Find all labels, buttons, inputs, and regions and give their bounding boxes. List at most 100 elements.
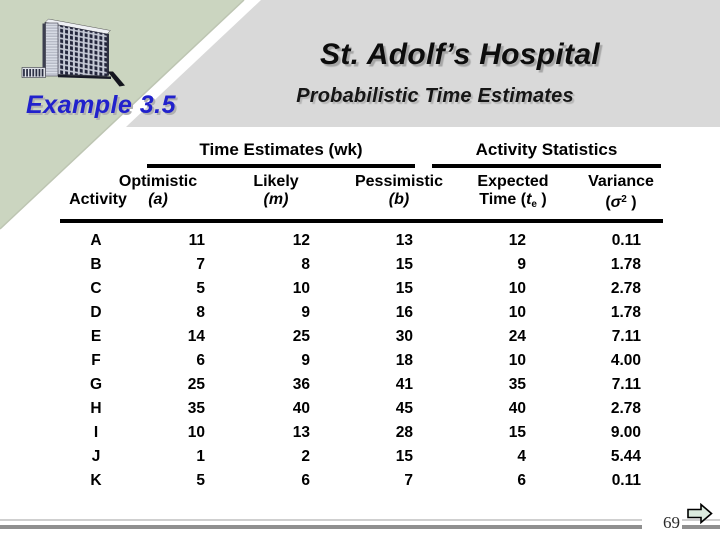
table-cell: 0.11 bbox=[611, 232, 641, 249]
table-cell: 7.11 bbox=[611, 376, 641, 393]
table-cell: C bbox=[90, 280, 102, 297]
hospital-building-icon bbox=[21, 18, 125, 87]
table-cell: 13 bbox=[292, 424, 310, 441]
table-cell: 1.78 bbox=[610, 256, 641, 273]
table-cell: D bbox=[90, 304, 102, 321]
table-cell: 6 bbox=[301, 472, 310, 489]
table-cell: 15 bbox=[395, 448, 413, 465]
table-cell: 10 bbox=[508, 304, 526, 321]
col-header-line: (a) bbox=[148, 191, 168, 208]
table-cell: 8 bbox=[196, 304, 205, 321]
table-cell: 1 bbox=[196, 448, 205, 465]
table-cell: 12 bbox=[292, 232, 310, 249]
table-cell: H bbox=[90, 400, 102, 417]
table-cell: 10 bbox=[508, 280, 526, 297]
next-arrow-icon[interactable] bbox=[687, 503, 713, 524]
diagonal-edge bbox=[0, 0, 245, 230]
table-cell: 2.78 bbox=[610, 400, 641, 417]
table-cell: 6 bbox=[517, 472, 526, 489]
col-header-likely: Likely (m) bbox=[226, 173, 326, 209]
group-header-activity-statistics: Activity Statistics bbox=[475, 140, 618, 159]
footer-line-thin bbox=[0, 519, 720, 521]
table-cell: 7 bbox=[196, 256, 205, 273]
table-cell: 30 bbox=[395, 328, 413, 345]
table-cell: J bbox=[91, 448, 101, 465]
page-number: 69 bbox=[642, 513, 682, 533]
col-header-line: (b) bbox=[388, 191, 410, 208]
table-cell: 10 bbox=[292, 280, 310, 297]
column-expected-time: 12 9 10 10 24 10 35 40 15 4 6 bbox=[446, 229, 526, 493]
table-cell: 9 bbox=[517, 256, 526, 273]
col-header-line: Time (te ) bbox=[479, 191, 547, 210]
table-cell: 16 bbox=[395, 304, 413, 321]
table-cell: 45 bbox=[395, 400, 413, 417]
table-cell: F bbox=[91, 352, 101, 369]
col-header-line: (σ2 ) bbox=[605, 194, 637, 211]
column-pessimistic: 13 15 15 16 30 18 41 45 28 15 7 bbox=[333, 229, 413, 493]
table-cell: B bbox=[90, 256, 102, 273]
table-cell: 9.00 bbox=[610, 424, 641, 441]
table-cell: G bbox=[89, 376, 103, 393]
col-header-line: (m) bbox=[263, 191, 289, 208]
table-cell: 5 bbox=[196, 280, 205, 297]
table-cell: 2.78 bbox=[610, 280, 641, 297]
table-cell: 41 bbox=[395, 376, 413, 393]
table-cell: 35 bbox=[187, 400, 205, 417]
column-optimistic: 11 7 5 8 14 6 25 35 10 1 5 bbox=[125, 229, 205, 493]
slide-title: St. Adolf’s Hospital bbox=[320, 38, 600, 71]
col-header-line: Pessimistic bbox=[354, 173, 444, 190]
table-cell: 4.00 bbox=[610, 352, 641, 369]
table-cell: 9 bbox=[301, 352, 310, 369]
col-header-activity: Activity bbox=[69, 191, 127, 208]
table-cell: 40 bbox=[508, 400, 526, 417]
table-cell: 5 bbox=[196, 472, 205, 489]
table-cell: 15 bbox=[395, 256, 413, 273]
table-cell: 35 bbox=[508, 376, 526, 393]
column-activity: A B C D E F G H I J K bbox=[66, 229, 126, 493]
table-cell: 18 bbox=[395, 352, 413, 369]
table-cell: 15 bbox=[395, 280, 413, 297]
table-cell: 25 bbox=[187, 376, 205, 393]
table-cell: A bbox=[90, 232, 102, 249]
column-variance: 0.11 1.78 2.78 1.78 7.11 4.00 7.11 2.78 … bbox=[561, 229, 641, 493]
table-cell: 5.44 bbox=[610, 448, 641, 465]
table-cell: 15 bbox=[508, 424, 526, 441]
table-cell: 6 bbox=[196, 352, 205, 369]
table-cell: 28 bbox=[395, 424, 413, 441]
table-cell: 36 bbox=[292, 376, 310, 393]
table-cell: 14 bbox=[187, 328, 205, 345]
header-rule bbox=[60, 219, 663, 223]
table-cell: 24 bbox=[508, 328, 526, 345]
table-cell: K bbox=[90, 472, 102, 489]
col-header-line: Variance bbox=[588, 173, 654, 190]
footer-line-thick bbox=[0, 525, 720, 529]
col-header-variance: Variance (σ2 ) bbox=[566, 173, 676, 212]
group-underline-right bbox=[432, 164, 661, 168]
table-cell: 9 bbox=[301, 304, 310, 321]
table-cell: I bbox=[93, 424, 99, 441]
table-cell: 10 bbox=[187, 424, 205, 441]
example-label: Example 3.5 bbox=[26, 91, 177, 119]
slide-subtitle: Probabilistic Time Estimates bbox=[296, 85, 574, 107]
table-cell: 2 bbox=[301, 448, 310, 465]
table-cell: E bbox=[90, 328, 102, 345]
table-cell: 0.11 bbox=[611, 472, 641, 489]
col-header-expected-time: Expected Time (te ) bbox=[458, 173, 568, 214]
table-cell: 7.11 bbox=[611, 328, 641, 345]
col-header-line: Expected bbox=[477, 173, 549, 190]
table-cell: 11 bbox=[188, 232, 205, 249]
column-likely: 12 8 10 9 25 9 36 40 13 2 6 bbox=[230, 229, 310, 493]
group-header-time-estimates: Time Estimates (wk) bbox=[199, 140, 363, 159]
group-underline-left bbox=[147, 164, 415, 168]
table-cell: 25 bbox=[292, 328, 310, 345]
table-cell: 8 bbox=[301, 256, 310, 273]
table-cell: 13 bbox=[395, 232, 413, 249]
table-cell: 12 bbox=[508, 232, 526, 249]
col-header-line: Optimistic bbox=[118, 173, 198, 190]
col-header-line: Likely bbox=[253, 173, 299, 190]
col-header-optimistic: Optimistic (a) bbox=[108, 173, 208, 209]
table-cell: 7 bbox=[404, 472, 413, 489]
col-header-pessimistic: Pessimistic (b) bbox=[344, 173, 454, 209]
title-panel bbox=[126, 0, 720, 127]
